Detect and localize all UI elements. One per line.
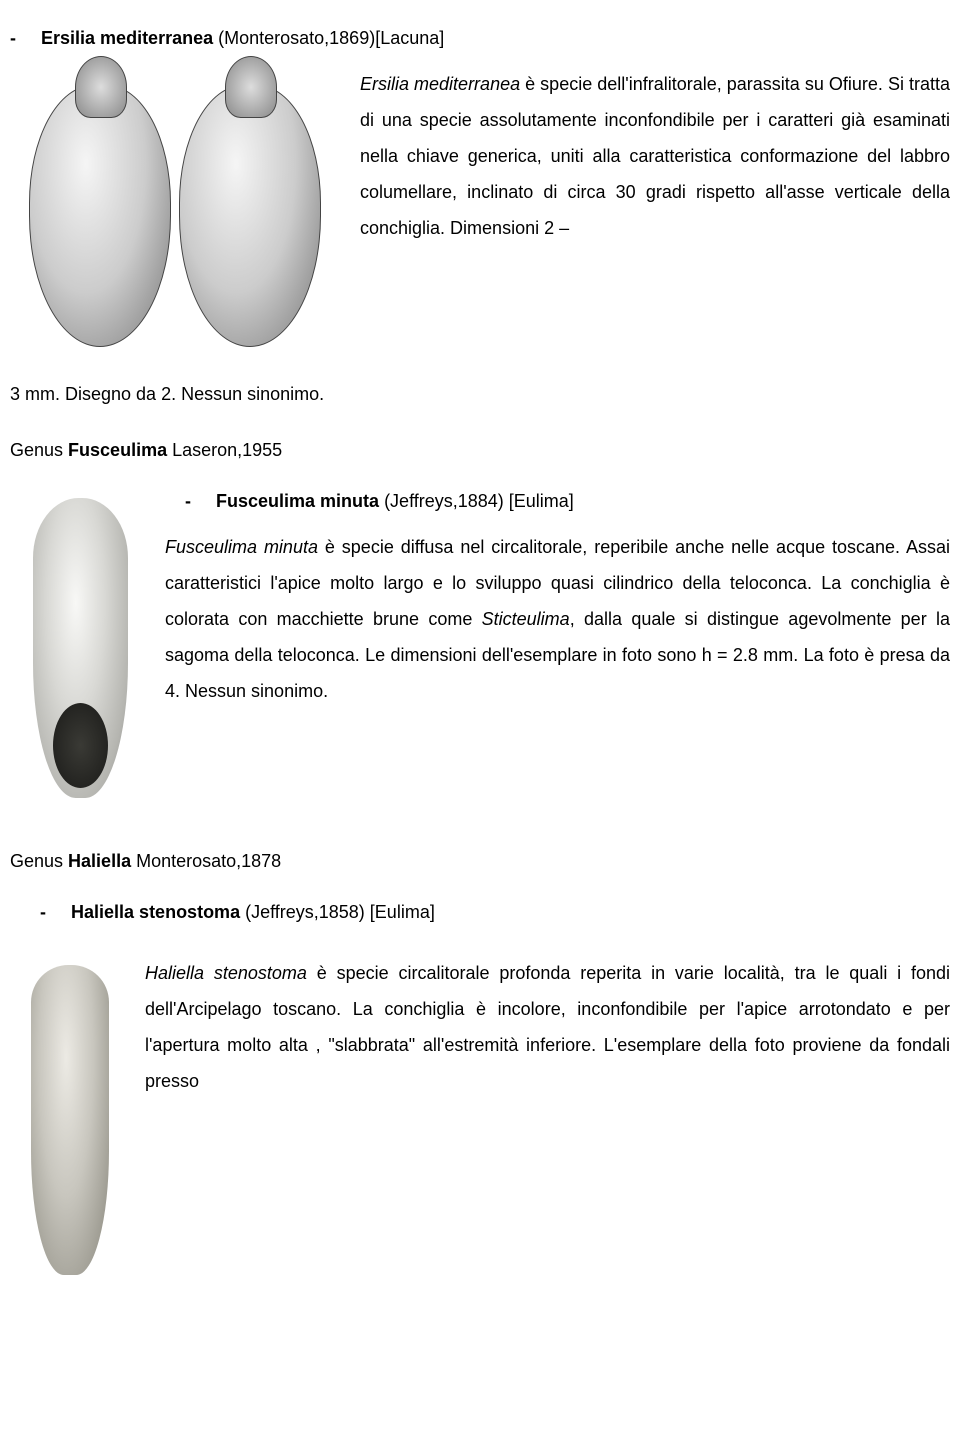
species1-italic-name: Ersilia mediterranea — [360, 74, 520, 94]
species2-italic2: Sticteulima — [482, 609, 570, 629]
species2-photo — [10, 483, 150, 813]
bullet-dash: - — [40, 902, 46, 922]
shell-drawing-back-icon — [179, 85, 321, 347]
species2-italic-name: Fusceulima minuta — [165, 537, 318, 557]
species1-body: Ersilia mediterranea è specie dell'infra… — [10, 66, 950, 366]
species2-text-block: - Fusceulima minuta (Jeffreys,1884) [Eul… — [165, 483, 950, 709]
shell-photo-icon — [33, 498, 128, 798]
species3-name-bold: Haliella stenostoma — [71, 902, 240, 922]
species3-italic-name: Haliella stenostoma — [145, 963, 307, 983]
genus2-line: Genus Fusceulima Laseron,1955 — [10, 432, 950, 468]
species1-description: Ersilia mediterranea è specie dell'infra… — [360, 66, 950, 246]
species3-photo — [10, 955, 130, 1285]
species2-name-rest: (Jeffreys,1884) [Eulima] — [379, 491, 574, 511]
genus3-prefix: Genus — [10, 851, 68, 871]
species3-header: - Haliella stenostoma (Jeffreys,1858) [E… — [40, 894, 950, 930]
species1-header: - Ersilia mediterranea (Monterosato,1869… — [10, 20, 950, 56]
species2-header: - Fusceulima minuta (Jeffreys,1884) [Eul… — [165, 483, 950, 519]
species3-body: Haliella stenostoma è specie circalitora… — [10, 955, 950, 1285]
species1-name-rest: (Monterosato,1869)[Lacuna] — [213, 28, 444, 48]
species2-description: Fusceulima minuta è specie diffusa nel c… — [165, 529, 950, 709]
species1-illustration — [10, 66, 340, 366]
genus2-name: Fusceulima — [68, 440, 167, 460]
bullet-dash: - — [10, 28, 16, 48]
shell-photo-icon — [31, 965, 109, 1275]
species3-name-rest: (Jeffreys,1858) [Eulima] — [240, 902, 435, 922]
species1-desc-text: è specie dell'infralitorale, parassita s… — [360, 74, 950, 238]
genus3-rest: Monterosato,1878 — [131, 851, 281, 871]
genus2-prefix: Genus — [10, 440, 68, 460]
genus2-rest: Laseron,1955 — [167, 440, 282, 460]
species3-description: Haliella stenostoma è specie circalitora… — [145, 955, 950, 1099]
genus3-line: Genus Haliella Monterosato,1878 — [10, 843, 950, 879]
genus3-name: Haliella — [68, 851, 131, 871]
species2-name-bold: Fusceulima minuta — [216, 491, 379, 511]
species1-continuation: 3 mm. Disegno da 2. Nessun sinonimo. — [10, 376, 950, 412]
species1-name-bold: Ersilia mediterranea — [41, 28, 213, 48]
shell-drawing-front-icon — [29, 85, 171, 347]
bullet-dash: - — [185, 491, 191, 511]
species2-body: - Fusceulima minuta (Jeffreys,1884) [Eul… — [10, 483, 950, 813]
